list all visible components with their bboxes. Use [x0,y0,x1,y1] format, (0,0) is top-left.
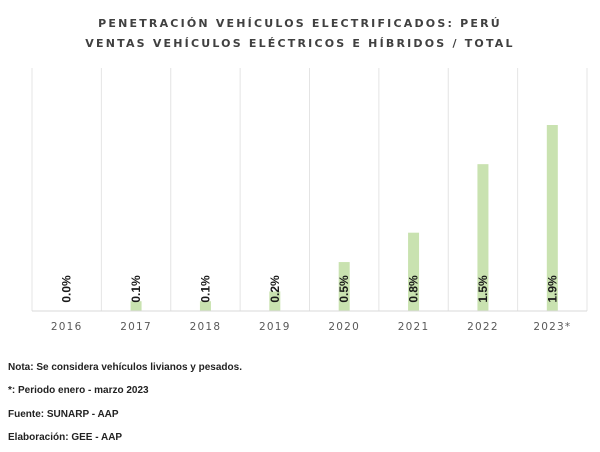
bar [269,291,281,311]
x-tick-label: 2023* [533,321,571,333]
bar [408,232,420,311]
bar [338,262,350,311]
data-label: 0.0% [60,275,74,303]
chart-subtitle: VENTAS VEHÍCULOS ELÉCTRICOS E HÍBRIDOS /… [85,37,515,50]
data-label: 0.1% [129,275,143,303]
x-tick-label: 2018 [190,321,222,333]
x-tick-label: 2022 [467,321,499,333]
x-tick-label: 2016 [51,321,83,333]
data-label: 1.9% [545,275,559,303]
note-text: Nota: Se considera vehículos livianos y … [8,362,242,373]
bar [199,301,211,311]
data-label: 1.5% [476,275,490,303]
period-note: *: Periodo enero - marzo 2023 [8,385,149,396]
bar [477,164,489,311]
x-tick-label: 2021 [398,321,430,333]
data-label: 0.1% [198,275,212,303]
source-note: Fuente: SUNARP - AAP [8,409,119,420]
data-label: 0.8% [407,275,421,303]
bar [546,125,558,311]
bar [130,301,142,311]
x-tick-label: 2020 [328,321,360,333]
x-tick-label: 2017 [120,321,152,333]
credits-note: Elaboración: GEE - AAP [8,432,123,443]
chart-title: PENETRACIÓN VEHÍCULOS ELECTRIFICADOS: PE… [98,17,502,30]
data-label: 0.2% [268,275,282,303]
x-tick-label: 2019 [259,321,291,333]
data-label: 0.5% [337,275,351,303]
